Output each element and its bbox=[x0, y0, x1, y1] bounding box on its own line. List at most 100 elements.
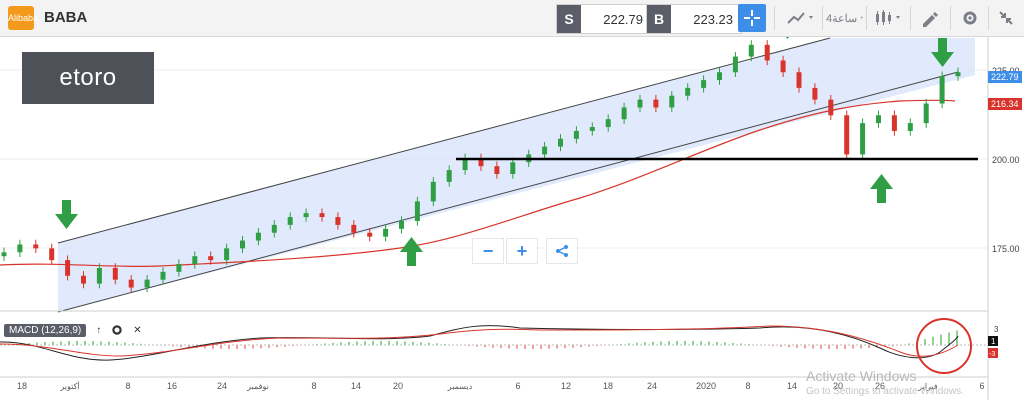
gear-icon[interactable] bbox=[956, 4, 984, 32]
candlestick-series bbox=[1, 40, 961, 293]
candle-body bbox=[860, 123, 866, 155]
buy-button[interactable]: B 223.23 bbox=[646, 4, 742, 34]
macd-bar bbox=[484, 345, 486, 348]
macd-bar bbox=[268, 345, 270, 348]
macd-bar bbox=[372, 341, 374, 345]
candle-body bbox=[510, 162, 516, 174]
buy-label: B bbox=[647, 5, 671, 33]
macd-bar bbox=[716, 341, 718, 345]
macd-bar bbox=[388, 341, 390, 345]
line-tool-icon[interactable] bbox=[784, 4, 818, 32]
candle-body bbox=[383, 228, 389, 237]
macd-bar bbox=[404, 341, 406, 345]
down-arrow-icon bbox=[776, 10, 799, 39]
zoom-in-button[interactable]: + bbox=[506, 238, 538, 264]
time-tick: 24 bbox=[217, 381, 227, 391]
activation-watermark-title: Activate Windows bbox=[806, 368, 917, 384]
macd-bar bbox=[428, 342, 430, 345]
macd-bar bbox=[852, 345, 854, 349]
time-tick: 6 bbox=[515, 381, 520, 391]
macd-bar bbox=[772, 345, 774, 347]
macd-bar bbox=[452, 344, 454, 346]
price-chart[interactable]: 225.00 200.00 175.00 3 1 -3 18أكتوبر8162… bbox=[0, 10, 1024, 400]
collapse-icon[interactable] bbox=[992, 4, 1020, 32]
macd-bar bbox=[100, 341, 102, 345]
candle-body bbox=[208, 256, 214, 261]
candle-body bbox=[717, 72, 722, 81]
time-tick: 6 bbox=[979, 381, 984, 391]
time-tick: 24 bbox=[647, 381, 657, 391]
macd-bar bbox=[260, 345, 262, 349]
candle-body bbox=[17, 244, 23, 253]
candle-body bbox=[112, 267, 118, 280]
draw-tool-icon[interactable] bbox=[916, 4, 944, 32]
candle-body bbox=[478, 158, 484, 167]
macd-bar bbox=[684, 341, 686, 345]
candle-body bbox=[558, 138, 563, 147]
macd-bar bbox=[500, 345, 502, 349]
macd-bar bbox=[868, 345, 870, 349]
candle-body bbox=[780, 60, 786, 73]
time-tick: 14 bbox=[351, 381, 361, 391]
candle-body bbox=[399, 220, 404, 229]
time-tick: 26 bbox=[875, 381, 885, 391]
macd-line bbox=[0, 325, 959, 361]
timeframe-selector[interactable]: 4ساعة bbox=[826, 4, 866, 32]
candle-body bbox=[764, 44, 770, 61]
candle-body bbox=[160, 271, 166, 280]
down-arrow-icon bbox=[55, 200, 78, 229]
time-tick: 8 bbox=[745, 381, 750, 391]
candle-body bbox=[891, 115, 897, 131]
buy-price: 223.23 bbox=[693, 11, 733, 27]
macd-bar bbox=[924, 338, 926, 345]
top-toolbar: Alibaba BABA S 222.79 B 223.23 4ساعة bbox=[0, 0, 1024, 37]
close-icon[interactable]: ✕ bbox=[133, 324, 142, 336]
macd-bar bbox=[244, 345, 246, 349]
macd-bar bbox=[36, 342, 38, 345]
macd-bar bbox=[228, 345, 230, 349]
time-tick: 16 bbox=[167, 381, 177, 391]
macd-bar bbox=[276, 345, 278, 348]
chart-canvas[interactable]: 225.00 200.00 175.00 3 1 -3 18أكتوبر8162… bbox=[0, 10, 1024, 400]
share-button[interactable] bbox=[546, 238, 578, 264]
candle-body bbox=[367, 232, 373, 237]
candle-body bbox=[876, 115, 881, 124]
moving-average-tag: 216.34 bbox=[988, 98, 1022, 110]
up-arrow-icon bbox=[400, 237, 423, 266]
channel-upper-line bbox=[57, 37, 831, 244]
sell-button[interactable]: S 222.79 bbox=[556, 4, 652, 34]
candle-body bbox=[701, 80, 707, 88]
macd-bar bbox=[340, 342, 342, 345]
time-tick: أكتوبر bbox=[59, 380, 79, 391]
gear-icon[interactable] bbox=[111, 324, 123, 336]
macd-bar bbox=[660, 341, 662, 345]
candle-body bbox=[796, 72, 802, 88]
candle-body bbox=[192, 256, 198, 265]
candle-body bbox=[176, 264, 182, 272]
candle-body bbox=[303, 213, 309, 218]
macd-bar bbox=[172, 345, 174, 347]
zoom-out-button[interactable]: − bbox=[472, 238, 504, 264]
arrow-up-icon[interactable]: ↑ bbox=[96, 324, 102, 336]
macd-bar bbox=[156, 345, 158, 346]
macd-bar bbox=[60, 341, 62, 345]
candle-body bbox=[907, 123, 913, 131]
candle-body bbox=[271, 224, 277, 233]
candlestick-icon[interactable] bbox=[870, 4, 908, 32]
macd-bar bbox=[524, 345, 526, 349]
time-axis-ticks: 18 أكتوبر 8 16 24 نوفمبر 8 14 20 ديسمبر 6 12 18 24 202… bbox=[17, 380, 985, 391]
macd-value-tag bbox=[988, 336, 998, 346]
macd-bar bbox=[860, 345, 862, 349]
time-tick: 18 bbox=[17, 381, 27, 391]
crosshair-icon[interactable] bbox=[738, 4, 766, 32]
macd-bar bbox=[212, 345, 214, 349]
macd-bar bbox=[740, 343, 742, 345]
macd-bar bbox=[780, 345, 782, 347]
macd-indicator-name[interactable]: MACD (12,26,9) bbox=[4, 323, 87, 337]
macd-bar bbox=[348, 341, 350, 345]
candle-body bbox=[144, 279, 150, 288]
candle-body bbox=[589, 127, 595, 131]
toolbar-separator bbox=[910, 6, 911, 30]
macd-bar bbox=[252, 345, 254, 349]
trend-channel bbox=[58, 38, 975, 312]
